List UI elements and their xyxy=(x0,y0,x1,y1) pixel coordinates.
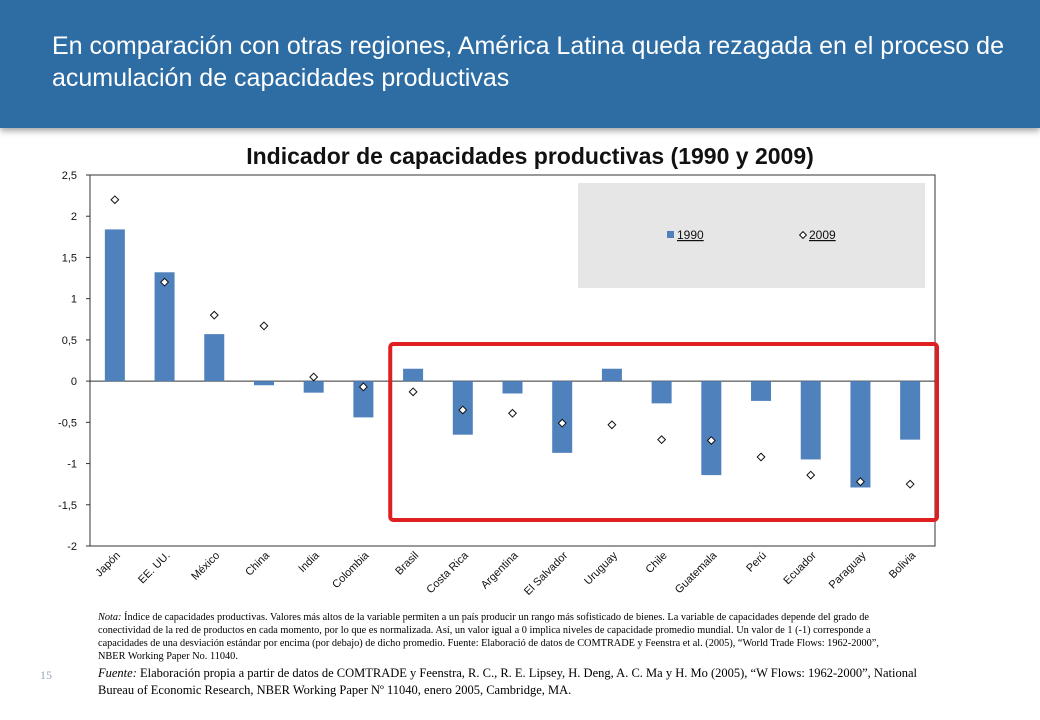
bar-1990-13 xyxy=(701,381,722,476)
y-tick-label: -1 xyxy=(67,459,77,471)
legend-swatch-2009 xyxy=(798,230,808,240)
marker-2009-16 xyxy=(855,477,865,487)
x-tick-label: Brasil xyxy=(393,550,421,578)
chart-source: Fuente: Elaboración propia a partir de d… xyxy=(98,665,918,699)
y-tick-label: -0,5 xyxy=(58,417,77,429)
legend-label-1990: 1990 xyxy=(677,228,704,242)
marker-2009-11 xyxy=(607,420,617,430)
x-tick-label: Bolivia xyxy=(887,549,919,581)
x-tick-label: Guatemala xyxy=(673,549,720,596)
bar-1990-2 xyxy=(154,272,175,382)
marker-2009-1 xyxy=(110,195,120,205)
x-tick-label: China xyxy=(243,549,272,578)
marker-2009-9 xyxy=(507,408,518,418)
legend-swatch-1990 xyxy=(667,231,674,238)
x-tick-label: Japón xyxy=(93,550,123,580)
y-tick-label: 1 xyxy=(71,294,77,306)
bar-1990-16 xyxy=(850,381,871,488)
x-tick-label: Argentina xyxy=(479,549,521,591)
y-tick-label: -2 xyxy=(67,541,77,553)
x-tick-label: Costa Rica xyxy=(424,549,471,596)
bar-1990-5 xyxy=(303,381,324,393)
note-text: Índice de capacidades productivas. Valor… xyxy=(98,612,879,662)
x-tick-label: México xyxy=(189,550,222,583)
page-number: 15 xyxy=(40,668,52,682)
bar-1990-15 xyxy=(800,381,821,460)
marker-2009-13 xyxy=(706,435,716,445)
bar-1990-6 xyxy=(353,381,374,418)
marker-2009-12 xyxy=(657,435,667,445)
marker-2009-4 xyxy=(259,321,269,331)
bar-1990-17 xyxy=(900,381,921,440)
bar-1990-1 xyxy=(104,229,125,382)
bar-1990-9 xyxy=(502,381,523,394)
legend-box xyxy=(578,183,925,288)
marker-2009-14 xyxy=(756,452,766,462)
bar-1990-14 xyxy=(751,381,772,401)
x-tick-label: EE. UU. xyxy=(136,550,173,587)
y-tick-label: 0 xyxy=(71,376,77,388)
x-tick-label: India xyxy=(296,549,322,575)
x-tick-label: Uruguay xyxy=(582,549,620,587)
title-banner: En comparación con otras regiones, Améri… xyxy=(0,0,1040,128)
chart-note: Nota: Índice de capacidades productivas.… xyxy=(98,611,908,663)
marker-2009-5 xyxy=(309,372,319,382)
marker-2009-17 xyxy=(905,479,915,489)
chart-title: Indicador de capacidades productivas (19… xyxy=(246,143,814,169)
bar-chart: 2,5 2 1,5 1 0,5 0 -0,5 -1 -1,5 -2 Japón EE. UU. Méxi… xyxy=(58,170,939,598)
source-label: Fuente: xyxy=(98,666,137,680)
x-tick-label: Paraguay xyxy=(827,549,869,591)
bar-1990-12 xyxy=(651,381,672,404)
x-tick-label: Ecuador xyxy=(781,549,819,587)
marker-2009-2 xyxy=(160,277,170,287)
legend-label-2009: 2009 xyxy=(809,228,836,242)
marker-2009-15 xyxy=(806,470,816,480)
y-tick-label: -1,5 xyxy=(58,500,77,512)
x-tick-label: Colombia xyxy=(330,549,372,591)
slide-title: En comparación con otras regiones, Améri… xyxy=(52,32,1004,92)
note-label: Nota: xyxy=(98,612,122,623)
y-tick-label: 1,5 xyxy=(62,252,77,264)
bar-1990-10 xyxy=(552,381,573,453)
y-tick-label: 2 xyxy=(71,211,77,223)
marker-2009-8 xyxy=(458,405,468,415)
bar-1990-11 xyxy=(601,368,622,382)
bar-1990-3 xyxy=(204,334,225,382)
x-tick-label: Perú xyxy=(744,550,769,575)
source-text: Elaboración propia a partir de datos de … xyxy=(98,666,917,697)
marker-2009-3 xyxy=(209,310,219,320)
x-tick-label: Chile xyxy=(644,550,670,576)
bar-1990-7 xyxy=(403,368,424,382)
marker-2009-7 xyxy=(408,387,418,397)
marker-2009-6 xyxy=(358,382,368,392)
y-tick-label: 2,5 xyxy=(62,170,77,182)
y-tick-label: 0,5 xyxy=(62,335,77,347)
highlight-box xyxy=(388,342,939,522)
marker-2009-10 xyxy=(557,418,567,428)
bar-1990-4 xyxy=(253,381,274,386)
x-tick-label: El Salvador xyxy=(522,549,570,597)
